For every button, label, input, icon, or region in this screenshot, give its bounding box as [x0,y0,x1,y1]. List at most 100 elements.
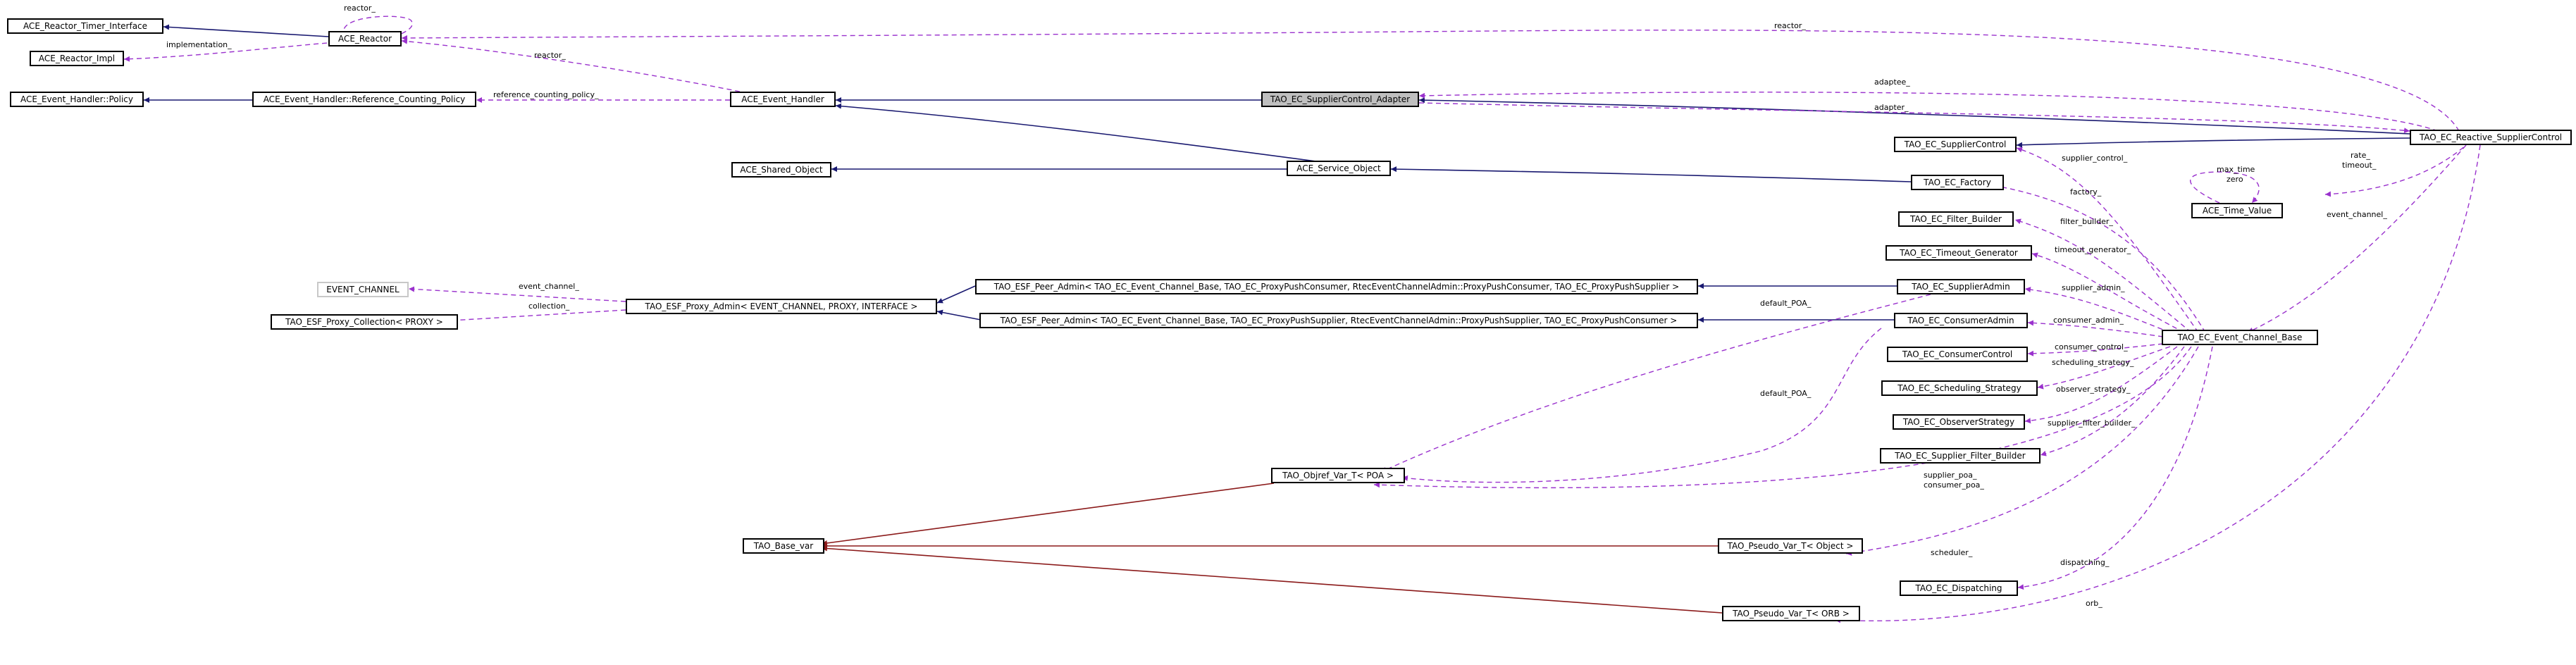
edge-event-handler-to-reactor [401,38,741,92]
edge-ecb-to-filter-builder [2014,218,2192,333]
node-consumer-control[interactable]: TAO_EC_ConsumerControl [1887,347,2028,362]
edge-time-value-self-loop [2190,171,2260,204]
edge-label-supplier-filter-builder: supplier_filter_builder_ [2048,418,2136,428]
edge-label-layer: reactor_ implementation_ reactor_ reacto… [166,4,2387,608]
edge-label-default-poa-1: default_POA_ [1760,299,1812,308]
node-reactive-supplier-control[interactable]: TAO_EC_Reactive_SupplierControl [2410,130,2572,145]
edge-ecb-to-timeout-generator [2031,252,2185,333]
node-event-handler[interactable]: ACE_Event_Handler [730,92,836,107]
node-service-object[interactable]: ACE_Service_Object [1287,161,1391,176]
edge-label-timeout: timeout_ [2342,161,2377,170]
template-edges [821,483,1723,614]
edge-reactive-to-orb [1834,144,2481,623]
node-reactor-impl[interactable]: ACE_Reactor_Impl [30,51,124,66]
node-peer-admin-supplier[interactable]: TAO_ESF_Peer_Admin< TAO_EC_Event_Channel… [979,313,1698,328]
edge-label-filter-builder: filter_builder_ [2060,217,2113,226]
edge-proxy-admin-to-event-channel [408,286,626,302]
node-supplier-admin[interactable]: TAO_EC_SupplierAdmin [1897,279,2025,294]
edge-reactive-to-ecb [2247,144,2467,333]
node-reactor[interactable]: ACE_Reactor [328,31,402,46]
edge-label-consumer-control: consumer_control_ [2055,342,2128,352]
edge-label-adaptee: adaptee_ [1874,77,1910,87]
edge-consumer-admin-to-objref [1401,328,1882,483]
node-supplier-filter-builder[interactable]: TAO_EC_Supplier_Filter_Builder [1880,448,2041,464]
edge-label-observer-strategy: observer_strategy_ [2056,385,2131,394]
edge-ecb-to-supplier-control [2016,147,2199,333]
node-supplier-control[interactable]: TAO_EC_SupplierControl [1894,137,2017,152]
edge-label-reactor-reactive: reactor_ [1774,21,1806,30]
edge-ecb-to-consumer-admin [2027,320,2164,337]
edge-label-reference-counting-policy: reference_counting_policy_ [493,90,599,99]
edge-ecb-to-objref-poa [1373,346,2192,489]
edge-label-supplier-admin: supplier_admin_ [2062,283,2125,292]
edge-ecb-to-dispatching [2017,346,2213,590]
node-supplier-control-adapter[interactable]: TAO_EC_SupplierControl_Adapter [1261,92,1419,107]
edge-label-timeout-generator: timeout_generator_ [2055,245,2131,254]
node-objref-var-poa[interactable]: TAO_Objref_Var_T< POA > [1271,468,1405,483]
edge-ecb-to-filter-supplier-builder [2040,346,2185,456]
node-shared-object[interactable]: ACE_Shared_Object [731,162,831,178]
edge-label-max-time: max_time [2217,165,2255,174]
edge-label-orb: orb_ [2086,599,2103,608]
edge-label-dispatching: dispatching_ [2060,558,2110,567]
edge-factory-to-service-object [1390,166,1912,182]
node-ec-factory[interactable]: TAO_EC_Factory [1911,175,2004,190]
edge-reactor-self-loop [342,15,413,37]
edge-peer-consumer-to-proxy-admin [936,285,976,304]
node-reference-counting-policy[interactable]: ACE_Event_Handler::Reference_Counting_Po… [252,92,476,107]
edge-reactive-to-adapter [1418,97,2410,135]
edge-reactive-to-reactor [401,30,2460,132]
edge-label-reactor-self: reactor_ [344,4,376,13]
edge-ecb-to-observer [2024,346,2178,424]
edge-objref-to-base-var [821,483,1275,546]
node-pseudo-var-orb[interactable]: TAO_Pseudo_Var_T< ORB > [1722,606,1860,621]
node-time-value[interactable]: ACE_Time_Value [2191,203,2283,218]
node-reactor-timer-interface[interactable]: ACE_Reactor_Timer_Interface [7,18,163,34]
edge-label-implementation: implementation_ [166,40,232,49]
edge-supplier-admin-to-objref [1380,294,1931,473]
inheritance-edges [144,24,2410,323]
edge-label-consumer-admin: consumer_admin_ [2053,316,2124,325]
edge-label-event-channel-proxy: event_channel_ [519,282,579,291]
edge-ecb-to-scheduling [2037,346,2171,390]
edge-label-supplier-control: supplier_control_ [2062,154,2128,163]
node-proxy-collection[interactable]: TAO_ESF_Proxy_Collection< PROXY > [271,314,458,330]
edge-adapter-to-reactive [1418,102,2410,134]
node-peer-admin-consumer[interactable]: TAO_ESF_Peer_Admin< TAO_EC_Event_Channel… [975,279,1698,294]
edge-reactor-to-timer-interface [163,24,329,37]
node-proxy-admin[interactable]: TAO_ESF_Proxy_Admin< EVENT_CHANNEL, PROX… [626,299,937,314]
node-base-var[interactable]: TAO_Base_var [743,538,824,554]
edge-label-adapter: adapter_ [1874,103,1909,112]
edge-label-zero: zero [2227,175,2243,184]
node-observer-strategy[interactable]: TAO_EC_ObserverStrategy [1893,414,2025,430]
node-ec-dispatching[interactable]: TAO_EC_Dispatching [1900,580,2018,596]
node-event-channel[interactable]: EVENT_CHANNEL [317,282,409,297]
node-timeout-generator[interactable]: TAO_EC_Timeout_Generator [1885,245,2032,261]
node-pseudo-var-object[interactable]: TAO_Pseudo_Var_T< Object > [1718,538,1863,554]
edge-label-scheduler: scheduler_ [1931,548,1973,557]
edge-label-consumer-poa: consumer_poa_ [1924,480,1984,490]
node-event-channel-base[interactable]: TAO_EC_Event_Channel_Base [2162,330,2318,345]
node-filter-builder[interactable]: TAO_EC_Filter_Builder [1898,211,2014,227]
edge-ecb-to-pseudo-object [1845,346,2199,556]
edge-label-supplier-poa: supplier_poa_ [1924,471,1977,480]
edge-label-scheduling-strategy: scheduling_strategy_ [2052,358,2134,367]
node-consumer-admin[interactable]: TAO_EC_ConsumerAdmin [1894,313,2028,328]
edge-pseudo-orb-to-base-var [821,545,1723,614]
edge-label-rate: rate_ [2351,151,2370,160]
edge-label-factory: factory_ [2070,187,2102,197]
node-event-handler-policy[interactable]: ACE_Event_Handler::Policy [10,92,144,107]
node-scheduling-strategy[interactable]: TAO_EC_Scheduling_Strategy [1881,380,2038,396]
edge-reactive-to-supplier-control [2016,137,2410,148]
edge-proxy-admin-to-collection [439,309,626,324]
edge-time-value-to-reactive-rate [2324,144,2467,197]
edge-ecb-to-supplier-admin [2024,287,2171,333]
edge-ecb-to-consumer-control [2027,343,2164,356]
edge-label-default-poa-2: default_POA_ [1760,389,1812,398]
edge-reactive-to-adapter-adaptee [1418,92,2439,132]
edge-label-reactor-event-handler: reactor_ [534,51,566,60]
edge-label-event-channel-reactive: event_channel_ [2327,210,2387,219]
edge-peer-supplier-to-proxy-admin [936,309,982,321]
edge-label-collection: collection_ [528,302,570,311]
